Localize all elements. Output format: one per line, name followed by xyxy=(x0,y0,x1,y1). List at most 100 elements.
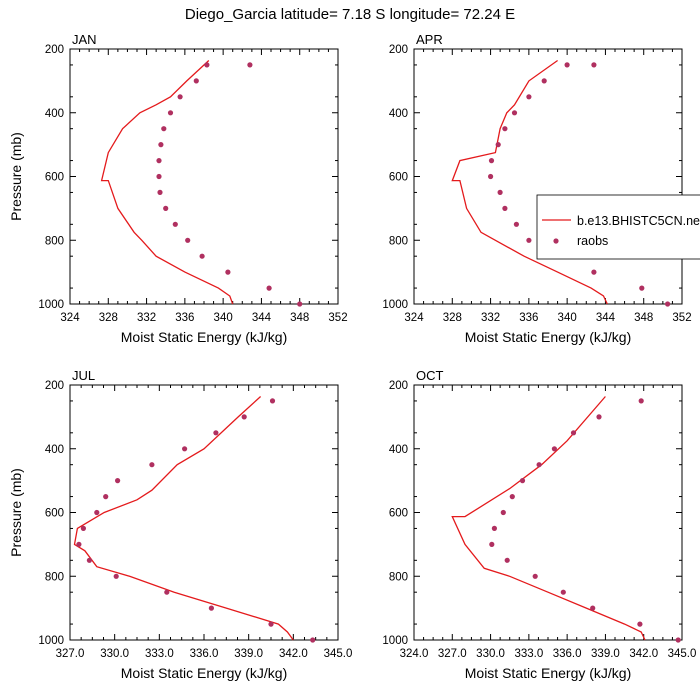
y-tick-label: 200 xyxy=(389,380,408,392)
legend-box xyxy=(536,194,700,260)
y-axis-label: Pressure (mb) xyxy=(8,132,24,221)
x-tick-label: 333.0 xyxy=(514,648,543,660)
raobs-point xyxy=(185,237,191,243)
y-tick-label: 1000 xyxy=(38,635,64,647)
raobs-point xyxy=(167,110,174,116)
model-profile-line xyxy=(451,59,608,305)
x-tick-label: 345.0 xyxy=(668,648,697,660)
x-tick-label: 324 xyxy=(404,312,424,324)
raobs-point xyxy=(177,94,183,100)
x-tick-label: 348 xyxy=(634,312,653,324)
raobs-point xyxy=(115,478,121,484)
x-tick-label: 342.0 xyxy=(279,648,308,660)
legend-label-model: b.e13.BHISTC5CN.ne30_g16.sehires38.003 xyxy=(577,214,700,228)
x-axis-label: Moist Static Energy (kJ/kg) xyxy=(465,665,632,681)
x-tick-label: 348 xyxy=(290,312,309,324)
chart-panel-jan: 324 328 332 336 340 344 348 352 200 400 600 800 1000… xyxy=(8,32,348,345)
y-tick-label: 800 xyxy=(45,235,64,247)
raobs-point xyxy=(488,173,494,180)
x-tick-label: 328 xyxy=(443,312,462,324)
x-tick-label: 340 xyxy=(558,312,577,324)
raobs-point xyxy=(541,78,547,84)
panel-label: APR xyxy=(416,32,443,47)
x-tick-label: 327.0 xyxy=(56,648,85,660)
x-tick-label: 330.0 xyxy=(476,648,505,660)
y-tick-label: 1000 xyxy=(382,299,408,311)
y-tick-label: 400 xyxy=(45,444,64,456)
raobs-point xyxy=(596,414,602,420)
x-tick-label: 345.0 xyxy=(324,648,353,660)
y-tick-label: 600 xyxy=(389,508,408,520)
x-tick-label: 336.0 xyxy=(190,648,219,660)
raobs-point xyxy=(80,525,86,532)
legend: b.e13.BHISTC5CN.ne30_g16.sehires38.003ra… xyxy=(536,194,700,260)
x-tick-label: 330.0 xyxy=(100,648,129,660)
y-tick-label: 800 xyxy=(389,571,408,583)
panel-label: JAN xyxy=(72,32,97,47)
y-tick-label: 1000 xyxy=(382,635,408,647)
x-tick-label: 336.0 xyxy=(553,648,582,660)
raobs-point xyxy=(157,189,163,195)
x-tick-label: 352 xyxy=(672,312,691,324)
legend-marker-swatch xyxy=(553,238,559,244)
raobs-point xyxy=(526,94,532,100)
model-profile-line xyxy=(73,396,294,641)
x-tick-label: 333.0 xyxy=(145,648,174,660)
y-tick-label: 600 xyxy=(45,172,64,184)
y-tick-label: 800 xyxy=(45,571,64,583)
raobs-point xyxy=(502,205,508,211)
raobs-point xyxy=(564,62,570,68)
raobs-point xyxy=(489,541,495,548)
raobs-point xyxy=(204,62,210,68)
raobs-point xyxy=(488,158,495,164)
x-tick-label: 324.0 xyxy=(400,648,429,660)
y-tick-label: 200 xyxy=(389,44,408,56)
raobs-point xyxy=(502,126,508,132)
plot-frame xyxy=(413,384,683,641)
raobs-point xyxy=(665,301,671,307)
raobs-point xyxy=(113,573,119,579)
chart-panel-jul: 327.0 330.0 333.0 336.0 339.0 342.0 345.0 200 40… xyxy=(8,368,352,681)
panel-label: OCT xyxy=(416,368,444,383)
x-tick-label: 324 xyxy=(60,312,80,324)
raobs-point xyxy=(149,462,155,468)
panel-label: JUL xyxy=(72,368,95,383)
raobs-point xyxy=(269,398,276,404)
x-tick-label: 332 xyxy=(137,312,156,324)
figure-title: Diego_Garcia latitude= 7.18 S longitude=… xyxy=(185,6,515,23)
x-tick-label: 332 xyxy=(481,312,500,324)
raobs-point xyxy=(504,557,510,563)
raobs-point xyxy=(532,573,538,579)
raobs-point xyxy=(158,142,164,148)
raobs-point xyxy=(193,78,199,84)
raobs-point xyxy=(164,589,170,595)
raobs-point xyxy=(675,637,681,643)
raobs-point xyxy=(225,269,231,275)
raobs-point xyxy=(182,446,188,452)
model-profile-line xyxy=(100,60,234,305)
raobs-point xyxy=(638,398,644,404)
raobs-point xyxy=(536,462,542,468)
raobs-point xyxy=(590,605,596,611)
model-profile-line xyxy=(451,396,646,641)
y-tick-label: 400 xyxy=(45,108,64,120)
raobs-point xyxy=(560,589,566,595)
raobs-point xyxy=(639,285,645,291)
raobs-point xyxy=(500,509,506,516)
y-axis-label: Pressure (mb) xyxy=(8,468,24,557)
raobs-point xyxy=(161,126,167,132)
raobs-point xyxy=(491,525,497,532)
x-tick-label: 340 xyxy=(214,312,233,324)
raobs-point xyxy=(163,205,169,211)
raobs-point xyxy=(94,509,100,516)
raobs-point xyxy=(297,301,303,307)
y-tick-label: 1000 xyxy=(38,299,64,311)
x-tick-label: 336 xyxy=(175,312,194,324)
raobs-point xyxy=(103,494,109,500)
raobs-point xyxy=(172,221,178,227)
raobs-point xyxy=(551,446,558,452)
x-axis-label: Moist Static Energy (kJ/kg) xyxy=(121,665,288,681)
raobs-point xyxy=(570,430,577,436)
raobs-point xyxy=(241,414,247,420)
x-tick-label: 352 xyxy=(328,312,347,324)
